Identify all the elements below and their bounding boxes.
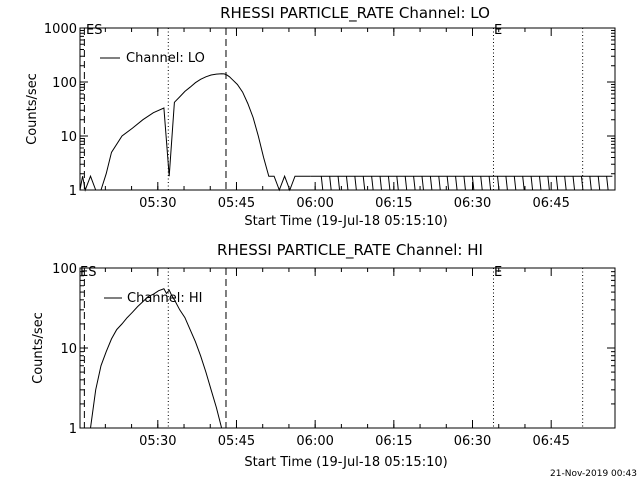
series-spike — [547, 176, 550, 191]
y-axis-label: Counts/sec — [25, 73, 40, 145]
legend-entry: Channel: HI — [127, 291, 203, 306]
series-spike — [421, 176, 424, 191]
panel-lo: RHESSI PARTICLE_RATE Channel: LO Counts/… — [25, 4, 616, 229]
y-tick-label: 1000 — [44, 22, 77, 37]
y-tick-label: 1 — [69, 422, 77, 437]
marker-label-es: ES — [80, 265, 96, 280]
series-spike — [488, 176, 492, 191]
series-spike — [387, 176, 391, 191]
series-spike — [580, 176, 584, 191]
x-tick-label: 05:45 — [218, 434, 255, 449]
y-tick-label: 10 — [60, 342, 77, 357]
series-spike — [337, 176, 341, 191]
marker-label-es: ES — [86, 23, 102, 38]
series-spike — [396, 176, 399, 191]
x-tick-label: 06:00 — [296, 434, 333, 449]
x-tick-label: 06:15 — [375, 196, 412, 211]
x-tick-label: 06:45 — [532, 434, 569, 449]
series-spike — [513, 176, 517, 191]
series-line — [79, 73, 311, 192]
x-tick-label: 06:30 — [454, 196, 491, 211]
series-spike — [522, 176, 525, 191]
x-axis-label: Start Time (19-Jul-18 05:15:10) — [244, 455, 447, 470]
y-tick-label: 100 — [52, 262, 77, 277]
series-line — [90, 288, 223, 429]
x-tick-label: 05:30 — [139, 196, 176, 211]
series-spike — [404, 176, 408, 191]
series-spike — [505, 176, 508, 191]
series-spike — [497, 176, 500, 191]
chart-title: RHESSI PARTICLE_RATE Channel: LO — [220, 4, 490, 23]
series-spike — [345, 176, 349, 191]
panel-lo-dynamic: 1 10 100 1000 05:30 05:45 06:00 06:15 06:30 06:45 — [44, 22, 615, 211]
y-tick-label: 100 — [52, 76, 77, 91]
series-spike — [379, 176, 383, 191]
series-spike — [320, 176, 324, 191]
series-spike — [413, 176, 416, 191]
series-spike — [354, 176, 357, 191]
series-spike — [589, 176, 592, 191]
series-spike — [530, 176, 534, 191]
marker-label-e: E — [494, 265, 502, 280]
x-tick-label: 05:30 — [139, 434, 176, 449]
series-spike — [429, 176, 433, 191]
x-tick-label: 06:00 — [296, 196, 333, 211]
panel-hi-dynamic: 1 10 100 05:30 05:45 06:00 06:15 06:30 06:45 — [52, 262, 615, 449]
series-spike — [329, 176, 332, 191]
panel-hi: RHESSI PARTICLE_RATE Channel: HI Counts/… — [31, 241, 616, 470]
marker-label-e: E — [494, 23, 502, 38]
x-tick-label: 06:45 — [532, 196, 569, 211]
series-spike — [597, 176, 601, 191]
series-spike — [438, 176, 441, 191]
y-tick-label: 1 — [69, 184, 77, 199]
y-axis-label: Counts/sec — [31, 312, 46, 384]
x-tick-label: 06:15 — [375, 434, 412, 449]
x-tick-label: 06:30 — [454, 434, 491, 449]
legend-entry: Channel: LO — [126, 51, 205, 66]
series-spike — [455, 176, 458, 191]
chart-title: RHESSI PARTICLE_RATE Channel: HI — [217, 241, 483, 260]
series-spike — [471, 176, 475, 191]
y-tick-label: 10 — [60, 130, 77, 145]
series-spike — [564, 176, 567, 191]
series-spike — [480, 176, 483, 191]
series-spike — [362, 176, 366, 191]
x-axis-label: Start Time (19-Jul-18 05:15:10) — [244, 214, 447, 229]
series-spike — [371, 176, 374, 191]
series-spike — [572, 176, 576, 191]
x-tick-label: 05:45 — [218, 196, 255, 211]
series-spike — [463, 176, 466, 191]
series-spike — [606, 176, 609, 191]
series-spike — [446, 176, 450, 191]
footer-timestamp: 21-Nov-2019 00:43 — [550, 469, 637, 479]
series-spike — [555, 176, 559, 191]
series-spike — [538, 176, 542, 191]
